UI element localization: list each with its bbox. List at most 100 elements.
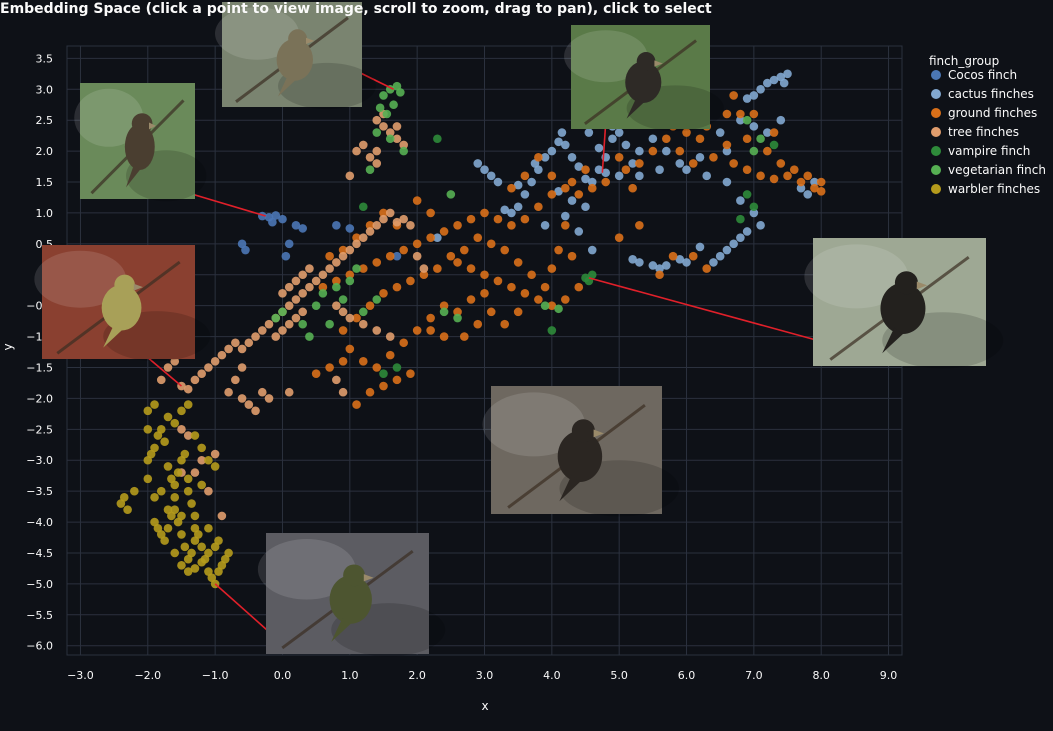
data-point[interactable] [123,505,132,515]
data-point[interactable] [332,375,341,385]
legend-item-warbler-finches[interactable]: warbler finches [931,182,1040,196]
data-point[interactable] [187,499,196,508]
data-point[interactable] [358,307,368,317]
data-point[interactable] [190,511,200,521]
data-point[interactable] [534,152,543,162]
data-point[interactable] [412,326,422,335]
data-point[interactable] [318,270,328,280]
data-point[interactable] [392,217,402,227]
data-point[interactable] [736,196,745,205]
data-point[interactable] [655,270,664,280]
data-point[interactable] [527,177,536,187]
data-point[interactable] [736,233,745,242]
data-point[interactable] [372,363,382,372]
data-point[interactable] [527,270,536,280]
data-point[interactable] [392,375,402,385]
data-point[interactable] [143,474,153,484]
data-point[interactable] [749,146,759,156]
data-point[interactable] [257,387,267,397]
data-point[interactable] [779,78,789,88]
data-point[interactable] [332,220,341,230]
data-point[interactable] [729,159,738,168]
data-point[interactable] [675,255,685,264]
legend-item-cocos-finch[interactable]: Cocos finch [931,68,1017,82]
data-point[interactable] [170,493,180,502]
data-point[interactable] [372,220,382,230]
data-point[interactable] [338,387,348,397]
data-point[interactable] [662,146,671,156]
data-point[interactable] [183,400,193,409]
data-point[interactable] [520,171,530,181]
data-point[interactable] [204,455,213,465]
data-point[interactable] [271,313,281,323]
data-point[interactable] [520,214,530,224]
data-point[interactable] [163,523,173,533]
data-point[interactable] [119,493,129,502]
data-point[interactable] [237,363,247,372]
series-cactus-finches[interactable] [433,69,819,273]
data-point[interactable] [439,227,449,236]
data-point[interactable] [466,214,476,224]
data-point[interactable] [163,363,173,372]
legend-item-vampire-finch[interactable]: vampire finch [931,144,1030,158]
data-point[interactable] [385,332,395,341]
data-point[interactable] [513,258,523,267]
data-point[interactable] [587,177,597,187]
data-point[interactable] [453,258,462,267]
data-point[interactable] [493,214,503,224]
data-point[interactable] [345,276,355,286]
series-vampire-finch[interactable] [358,134,779,378]
thumbnail-images[interactable] [34,2,1004,657]
series-cocos-finch[interactable] [237,211,402,261]
data-point[interactable] [554,304,563,314]
data-point[interactable] [163,412,173,422]
data-point[interactable] [769,174,779,184]
data-point[interactable] [358,202,368,212]
data-point[interactable] [365,387,375,397]
data-point[interactable] [197,480,206,490]
data-point[interactable] [567,251,577,261]
data-point[interactable] [459,245,469,255]
data-point[interactable] [722,109,732,119]
data-point[interactable] [372,258,382,267]
data-point[interactable] [406,369,415,378]
data-point[interactable] [756,134,765,144]
data-point[interactable] [810,177,819,187]
data-point[interactable] [204,363,213,372]
data-point[interactable] [257,326,267,335]
data-point[interactable] [399,146,408,156]
data-point[interactable] [749,208,759,218]
data-point[interactable] [281,251,291,261]
data-point[interactable] [614,171,624,181]
data-point[interactable] [143,406,153,416]
data-point[interactable] [635,220,644,230]
data-point[interactable] [332,258,341,267]
data-point[interactable] [177,406,186,416]
data-point[interactable] [695,152,705,162]
data-point[interactable] [756,220,765,230]
data-point[interactable] [365,165,375,174]
data-point[interactable] [473,159,483,168]
data-point[interactable] [389,100,398,110]
data-point[interactable] [594,165,604,174]
data-point[interactable] [365,301,375,310]
data-point[interactable] [628,159,637,168]
data-point[interactable] [338,251,348,261]
data-point[interactable] [224,548,233,558]
data-point[interactable] [385,251,395,261]
data-point[interactable] [197,369,206,378]
data-point[interactable] [722,146,732,156]
data-point[interactable] [311,369,321,378]
data-point[interactable] [554,245,563,255]
data-point[interactable] [190,564,200,573]
data-point[interactable] [473,319,483,329]
data-point[interactable] [318,282,328,292]
data-point[interactable] [756,171,765,181]
data-point[interactable] [675,159,685,168]
data-point[interactable] [177,425,186,434]
data-point[interactable] [217,511,227,521]
data-point[interactable] [412,251,422,261]
data-point[interactable] [231,375,240,385]
data-point[interactable] [446,190,456,199]
bird-photo-vampire-finch[interactable] [804,238,1004,369]
